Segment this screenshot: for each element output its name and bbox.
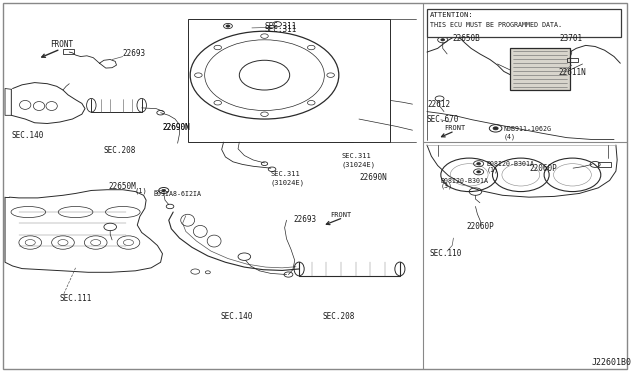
Text: SEC.311: SEC.311 <box>342 153 372 159</box>
Circle shape <box>162 189 166 192</box>
Text: (1): (1) <box>486 166 498 173</box>
Bar <box>63 49 74 54</box>
Bar <box>598 162 611 167</box>
Text: SEC.140: SEC.140 <box>12 131 44 140</box>
Text: B08I20-B301A: B08I20-B301A <box>441 178 489 184</box>
Text: 22612: 22612 <box>427 100 450 109</box>
Circle shape <box>441 39 445 41</box>
Text: 22693: 22693 <box>123 49 146 58</box>
Bar <box>427 9 621 37</box>
Text: B08I20-B301A: B08I20-B301A <box>486 161 534 167</box>
Text: SEC.670: SEC.670 <box>427 115 460 124</box>
Text: SEC.208: SEC.208 <box>104 146 136 155</box>
Text: 22693: 22693 <box>294 215 317 224</box>
Bar <box>188 19 390 142</box>
Text: 22690N: 22690N <box>163 124 190 132</box>
Text: SEC.110: SEC.110 <box>429 249 462 258</box>
Text: 22060P: 22060P <box>529 164 557 173</box>
Text: FRONT: FRONT <box>331 212 352 218</box>
Text: THIS ECU MUST BE PROGRAMMED DATA.: THIS ECU MUST BE PROGRAMMED DATA. <box>430 22 562 28</box>
Text: 23701: 23701 <box>559 34 582 43</box>
Bar <box>510 48 570 90</box>
Bar <box>567 58 578 62</box>
Text: SEC.140: SEC.140 <box>220 312 253 321</box>
Text: B09IA8-6I2IA: B09IA8-6I2IA <box>153 191 201 197</box>
Text: SEC.311: SEC.311 <box>264 25 297 33</box>
Text: 22690N: 22690N <box>163 124 190 132</box>
Text: 22060P: 22060P <box>466 222 494 231</box>
Text: 22650B: 22650B <box>452 34 480 43</box>
Text: 22611N: 22611N <box>558 68 586 77</box>
Text: SEC.311: SEC.311 <box>264 22 297 31</box>
Text: (1): (1) <box>134 187 147 194</box>
Text: (4): (4) <box>504 133 516 140</box>
Text: FRONT: FRONT <box>51 40 74 49</box>
Text: (3): (3) <box>441 182 453 189</box>
Text: 22690N: 22690N <box>359 173 387 182</box>
Circle shape <box>477 171 481 173</box>
Text: SEC.311: SEC.311 <box>270 171 300 177</box>
Text: (31024E): (31024E) <box>270 179 304 186</box>
Text: ATTENTION:: ATTENTION: <box>430 12 474 18</box>
Text: J22601B0: J22601B0 <box>592 358 632 367</box>
Text: N0B911-1062G: N0B911-1062G <box>504 126 552 132</box>
Text: SEC.208: SEC.208 <box>323 312 355 321</box>
Text: FRONT: FRONT <box>445 125 466 131</box>
Text: SEC.111: SEC.111 <box>60 294 92 303</box>
Text: 22650M: 22650M <box>108 182 136 191</box>
Circle shape <box>477 163 481 165</box>
Text: (31024E): (31024E) <box>342 161 376 168</box>
Circle shape <box>493 127 498 130</box>
Circle shape <box>226 25 230 27</box>
